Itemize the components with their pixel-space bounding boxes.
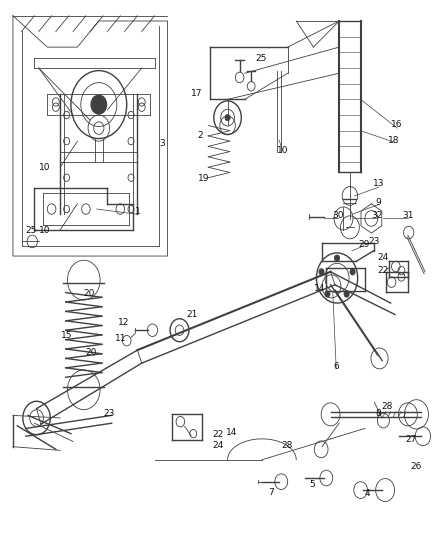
Text: 25: 25 xyxy=(25,227,37,236)
Text: 10: 10 xyxy=(39,227,51,236)
Text: 26: 26 xyxy=(410,462,421,471)
Text: 10: 10 xyxy=(39,163,51,172)
Text: 5: 5 xyxy=(310,480,315,489)
Text: 10: 10 xyxy=(277,146,288,155)
Text: 18: 18 xyxy=(389,135,400,144)
Text: 4: 4 xyxy=(364,489,370,498)
Text: 9: 9 xyxy=(375,198,381,207)
Circle shape xyxy=(91,95,106,114)
Text: 20: 20 xyxy=(84,289,95,298)
Circle shape xyxy=(335,255,339,261)
Text: 16: 16 xyxy=(392,120,403,129)
Text: 31: 31 xyxy=(402,211,413,220)
Text: 12: 12 xyxy=(118,318,129,327)
Text: 28: 28 xyxy=(381,402,393,411)
Text: 8: 8 xyxy=(376,409,381,418)
Circle shape xyxy=(225,115,230,121)
Text: 2: 2 xyxy=(197,132,202,140)
Text: 13: 13 xyxy=(373,180,385,189)
Text: 24: 24 xyxy=(378,253,389,262)
Text: 28: 28 xyxy=(281,441,293,450)
Text: 32: 32 xyxy=(371,211,383,220)
Text: 30: 30 xyxy=(332,211,344,220)
Text: 21: 21 xyxy=(187,310,198,319)
Text: 23: 23 xyxy=(104,409,115,418)
Text: 20: 20 xyxy=(85,348,97,357)
Text: 7: 7 xyxy=(268,488,274,497)
Text: 17: 17 xyxy=(191,88,202,98)
Text: 15: 15 xyxy=(61,331,72,340)
Text: 22: 22 xyxy=(212,430,224,439)
Text: 22: 22 xyxy=(378,266,389,275)
Circle shape xyxy=(344,291,349,297)
Circle shape xyxy=(319,269,324,275)
Text: 29: 29 xyxy=(358,240,370,249)
Text: 11: 11 xyxy=(115,334,127,343)
Text: 24: 24 xyxy=(212,441,224,450)
Text: 14: 14 xyxy=(226,428,237,437)
Circle shape xyxy=(350,269,355,275)
Text: 27: 27 xyxy=(406,435,417,445)
Text: 3: 3 xyxy=(159,139,165,148)
Text: 14: 14 xyxy=(314,284,325,293)
Text: 1: 1 xyxy=(134,207,140,216)
Circle shape xyxy=(325,291,330,297)
Text: 25: 25 xyxy=(255,54,267,63)
Text: 23: 23 xyxy=(369,237,380,246)
Text: 6: 6 xyxy=(333,362,339,372)
Text: 19: 19 xyxy=(198,174,210,183)
